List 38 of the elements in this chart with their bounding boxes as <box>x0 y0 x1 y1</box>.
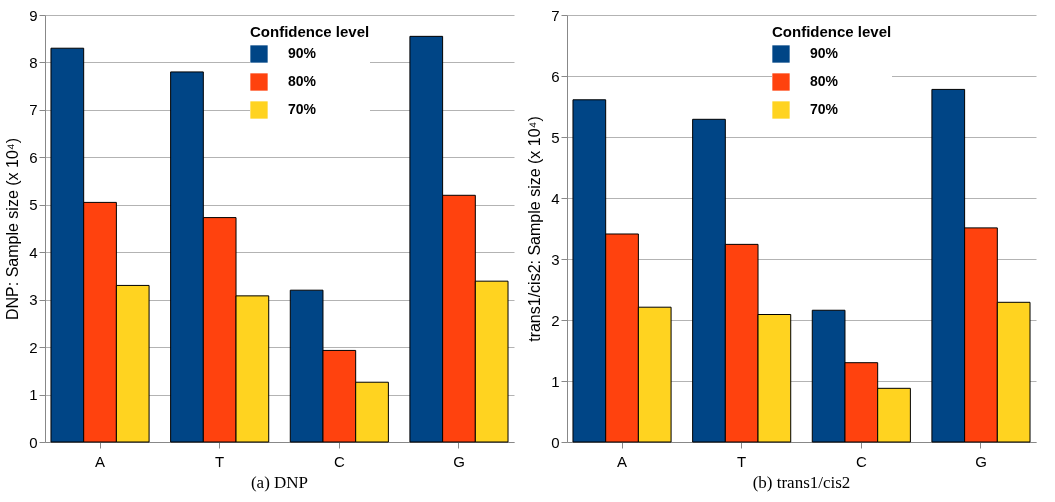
y-tick-label: 5 <box>551 128 560 146</box>
y-axis-title: DNP: Sample size (x 10⁴) <box>4 137 22 321</box>
y-tick-label: 8 <box>29 53 38 71</box>
x-tick-label: A <box>95 452 106 470</box>
legend-title: Confidence level <box>772 23 892 40</box>
y-tick-label: 7 <box>551 6 560 24</box>
y-tick-label: 6 <box>29 148 38 166</box>
y-tick-label: 7 <box>29 101 38 119</box>
y-tick-label: 2 <box>29 338 38 356</box>
y-tick-label: 1 <box>29 386 38 404</box>
y-tick-label: 3 <box>29 291 38 309</box>
x-tick-label: C <box>855 452 867 470</box>
x-tick-label: T <box>215 452 225 470</box>
legend-label: 90% <box>810 45 839 61</box>
legend-title: Confidence level <box>250 23 370 40</box>
x-tick-label: C <box>333 452 345 470</box>
legend-label: 70% <box>288 101 317 117</box>
x-tick-label: A <box>617 452 628 470</box>
y-tick-label: 3 <box>551 250 560 268</box>
legend-label: 70% <box>810 101 839 117</box>
x-tick-label: G <box>975 452 987 470</box>
y-tick-label: 9 <box>29 6 38 24</box>
y-tick-label: 0 <box>551 433 560 451</box>
y-axis-title: trans1/cis2: Sample size (x 10⁴) <box>526 116 544 342</box>
text: (a) DNP <box>250 473 309 492</box>
x-tick-label: G <box>453 452 465 470</box>
y-tick-label: 1 <box>551 372 560 390</box>
y-tick-label: 4 <box>551 189 560 207</box>
legend-label: 80% <box>288 73 317 89</box>
x-tick-label: T <box>737 452 747 470</box>
legend-label: 90% <box>288 45 317 61</box>
y-tick-label: 4 <box>29 243 38 261</box>
y-tick-label: 6 <box>551 67 560 85</box>
y-tick-label: 2 <box>551 311 560 329</box>
legend-label: 80% <box>810 73 839 89</box>
text: (b) trans1/cis2 <box>752 473 851 492</box>
y-tick-label: 0 <box>29 433 38 451</box>
y-tick-label: 5 <box>29 196 38 214</box>
